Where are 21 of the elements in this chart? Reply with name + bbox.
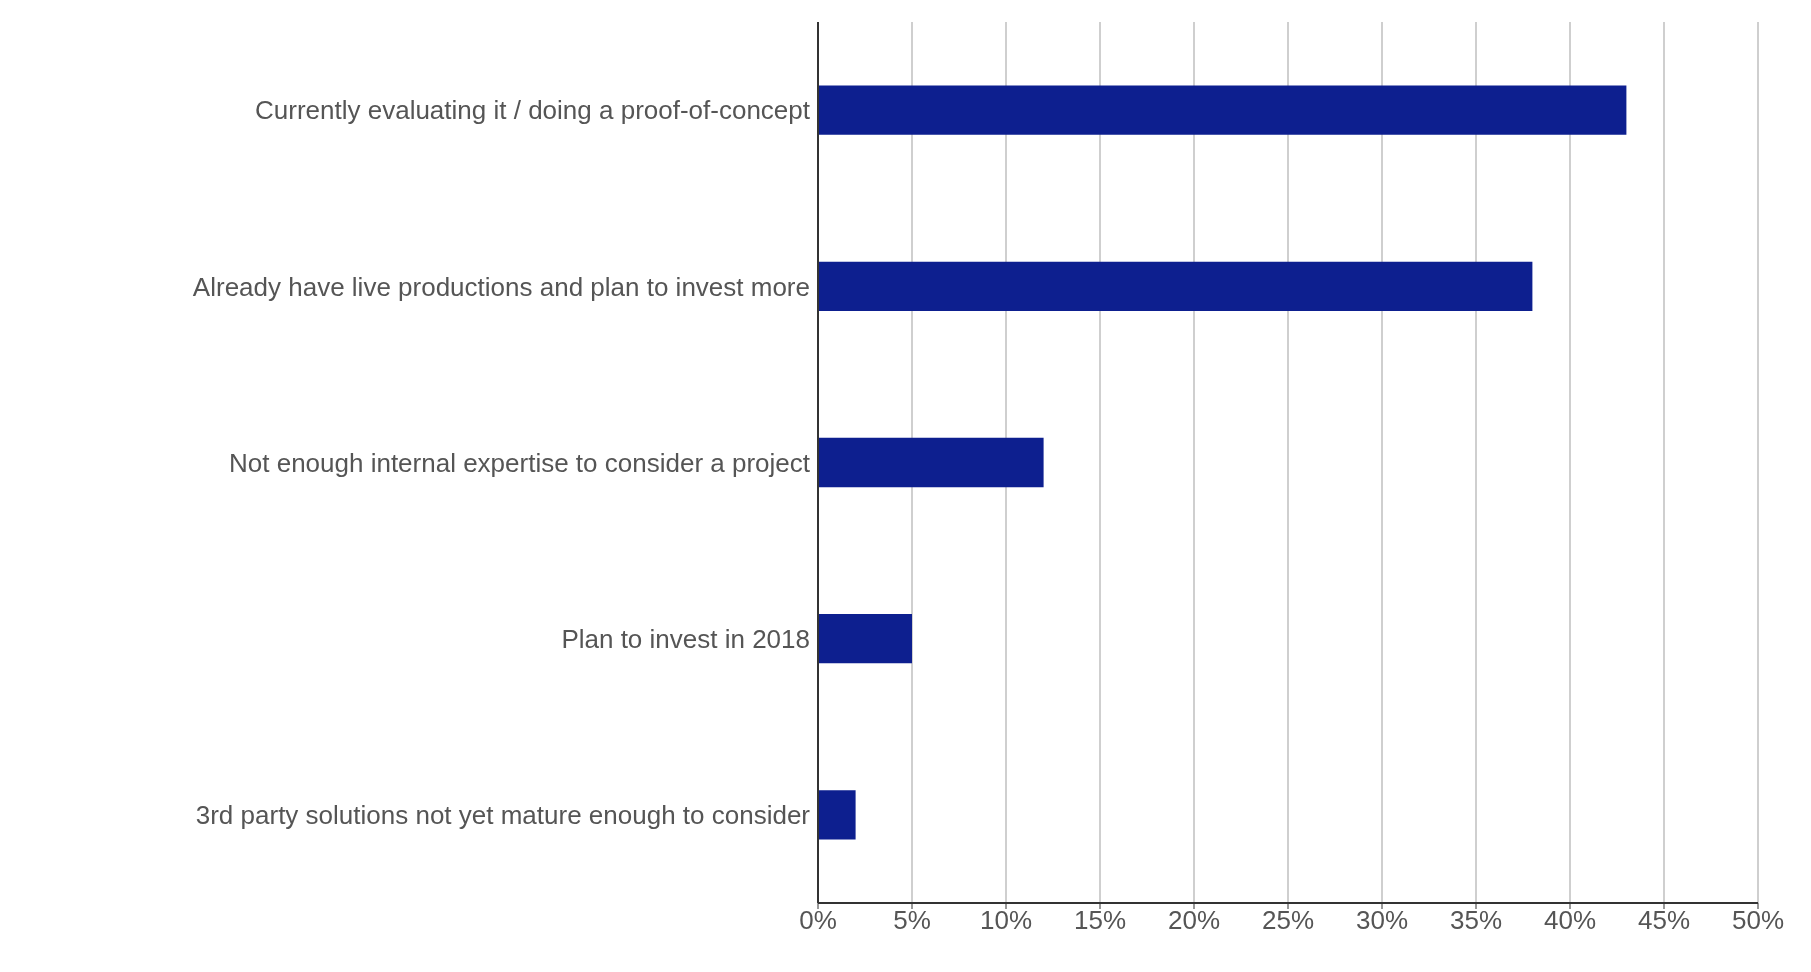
y-tick-label: 3rd party solutions not yet mature enough to consider — [195, 800, 811, 831]
x-tick-label: 25% — [1261, 905, 1315, 936]
bar — [818, 437, 1044, 488]
y-tick-label: Not enough internal expertise to consider a project — [228, 447, 811, 478]
bar — [818, 614, 912, 664]
y-tick-label: Currently evaluating it / doing a proof-of-concept — [255, 95, 811, 126]
x-tick-label: 10% — [979, 905, 1033, 936]
y-tick-label: Plan to invest in 2018 — [561, 623, 810, 654]
x-tick-label: 35% — [1449, 905, 1503, 936]
x-tick-label: 45% — [1637, 905, 1691, 936]
x-tick-label: 50% — [1731, 905, 1785, 936]
x-tick-label: 5% — [893, 905, 931, 936]
bar — [818, 85, 1627, 135]
x-tick-label: 0% — [799, 905, 837, 936]
x-tick-label: 40% — [1543, 905, 1597, 936]
x-tick-label: 30% — [1355, 905, 1409, 936]
y-tick-label: Already have live productions and plan to invest more — [192, 271, 810, 302]
x-tick-label: 15% — [1073, 905, 1127, 936]
x-tick-label: 20% — [1167, 905, 1221, 936]
bar — [818, 261, 1533, 311]
bar — [818, 790, 856, 840]
